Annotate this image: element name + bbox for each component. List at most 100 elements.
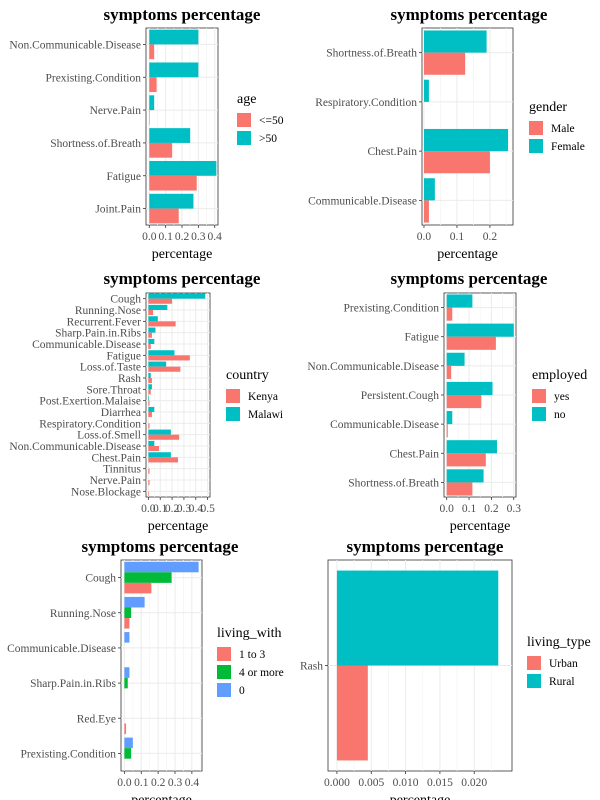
bar-fatigue-Malawi [148,350,175,356]
x-tick-label: 0.2 [151,777,166,789]
x-tick-label: 0.0 [117,777,132,789]
legend-label: Malawi [248,409,283,421]
x-tick-label: 0.1 [153,503,168,515]
x-tick-label: 0.010 [393,777,419,789]
bar-prexisting-condition-yes [446,307,453,321]
bar-chest-pain-no [446,440,497,454]
legend-key [529,121,543,135]
legend: age<=50 >50 [237,92,284,145]
legend: country Kenya Malawi [226,368,283,421]
legend-key [217,665,231,679]
bar-diarrhea-Kenya [148,412,152,418]
bar-fatigue-yes [446,336,496,350]
bar-shortness-of-breath--50 [149,142,173,158]
category-label: Communicable.Disease [308,195,417,207]
category-label: Communicable.Disease [7,643,116,655]
bar-joint-pain--50 [149,208,179,224]
x-tick-label: 0.0 [142,231,157,243]
bar-chest-pain-Kenya [148,457,178,463]
bar-running-nose-Kenya [148,310,154,316]
bar-cough-1-to-3 [124,582,152,594]
category-label: Sharp.Pain.in.Ribs [55,328,141,340]
category-label: Non.Communicable.Disease [307,361,439,373]
category-label: Communicable.Disease [330,419,439,431]
category-label: Nerve.Pain [90,475,142,487]
x-tick-label: 0.3 [168,777,183,789]
x-tick-label: 0.020 [461,777,487,789]
bar-non-communicable-disease-no [446,352,465,366]
x-tick-label: 0.000 [324,777,350,789]
bar-nerve-pain--50 [149,95,155,111]
x-tick-label: 0.2 [175,231,190,243]
category-label: Cough [110,294,141,306]
bar-nerve-pain-Kenya [148,480,150,486]
bar-joint-pain--50 [149,193,194,209]
bar-cough-4-or-more [124,572,172,583]
category-label: Red.Eye [77,713,116,725]
category-label: Fatigue [107,350,142,362]
x-axis-title: percentage [437,247,498,262]
legend-label: no [554,409,566,421]
x-tick-label: 0.005 [358,777,384,789]
category-label: Non.Communicable.Disease [9,441,141,453]
x-tick-label: 0.0 [141,503,156,515]
chart-title: symptoms percentage [82,537,239,556]
legend-label: yes [554,391,570,403]
category-label: Prexisting.Condition [45,72,141,84]
legend-title: country [226,368,269,383]
legend-title: living_with [217,626,282,641]
bar-communicable-disease-no [446,411,453,425]
legend-label: 1 to 3 [239,649,265,661]
category-label: Joint.Pain [95,204,141,216]
x-tick-label: 0.5 [200,503,215,515]
bar-non-communicable-disease--50 [149,29,199,45]
chart-panel-4: Prexisting.Condition Fatigue Non.Communica… [307,269,587,534]
bar-non-communicable-disease--50 [149,44,155,60]
chart-title: symptoms percentage [347,537,504,556]
legend-label: 4 or more [239,667,284,679]
bar-cough-Malawi [148,293,206,299]
bar-running-nose-0 [124,596,145,608]
bar-communicable-disease-Female [423,178,435,201]
bar-cough-0 [124,561,199,573]
legend: employed yes no [532,368,587,421]
x-tick-label: 0.015 [427,777,453,789]
chart-panel-5: Cough Running.Nose Communicable.Disease Sha… [7,537,284,800]
category-label: Diarrhea [101,407,141,419]
bar-cough-Kenya [148,298,173,304]
chart-title: symptoms percentage [391,269,548,288]
bar-communicable-disease-yes [446,424,448,438]
category-label: Prexisting.Condition [343,303,439,315]
chart-title: symptoms percentage [104,5,261,24]
category-label: Fatigue [107,171,142,183]
bar-chest-pain-Male [423,151,490,174]
legend-key [226,407,240,421]
chart-panel-2: Shortness.of.Breath Respiratory.Condition… [308,5,585,262]
legend-key [532,407,546,421]
category-label: Communicable.Disease [32,339,141,351]
legend-key [237,131,251,145]
category-label: Chest.Pain [367,146,417,158]
category-label: Shortness.of.Breath [348,477,439,489]
legend-label: Female [551,141,585,153]
category-label: Post.Exertion.Malaise [39,396,141,408]
chart-title: symptoms percentage [391,5,548,24]
x-tick-label: 0.2 [165,503,180,515]
bar-prexisting-condition-no [446,294,473,308]
bar-persistent-cough-yes [446,395,482,409]
bar-shortness-of-breath-no [446,469,484,483]
bar-sharp-pain-in-ribs-4-or-more [124,677,128,689]
legend-key [217,683,231,697]
bar-post-exertion-malaise-Malawi [148,395,149,401]
legend-label: 0 [239,685,245,697]
category-label: Cough [85,573,116,585]
bar-diarrhea-Malawi [148,406,155,412]
bar-communicable-disease-Male [423,200,429,223]
bar-chest-pain-yes [446,453,486,467]
legend-key [532,389,546,403]
bar-chest-pain-Malawi [148,452,171,458]
x-tick-label: 0.1 [450,231,465,243]
x-tick-label: 0.2 [483,231,498,243]
legend: living_with 1 to 3 4 or more 0 [217,626,284,697]
